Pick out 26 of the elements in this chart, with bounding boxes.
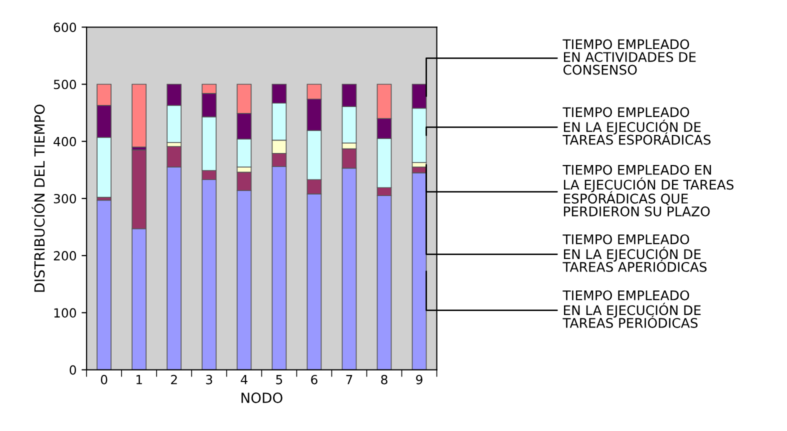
x-tick-label: 2 — [171, 374, 177, 384]
text: TIEMPO EMPLEADO EN LA EJECUCIÓN DE TAREAS APERIÓDICAS — [562, 234, 707, 272]
x-tick-label: 4 — [240, 375, 248, 384]
y-tick-label: 400 — [54, 136, 76, 146]
x-tick-label: 5 — [276, 375, 282, 384]
text: TIEMPO EMPLEADO EN LA EJECUCIÓN DE TAREAS ESPORÁDICAS — [562, 107, 711, 145]
y-tick-label: 100 — [54, 308, 76, 318]
x-tick-label: 7 — [346, 375, 352, 384]
y-axis-title: DISTRIBUCIÓN DEL TIEMPO — [32, 104, 45, 292]
x-tick-label: 1 — [136, 375, 142, 384]
bar — [132, 84, 147, 148]
text: TIEMPO EMPLEADO EN LA EJECUCIÓN DE TAREAS PERIÓDICAS — [562, 290, 701, 328]
y-tick-label: 600 — [54, 22, 76, 32]
y-tick-label: 300 — [54, 194, 76, 204]
x-tick-label: 0 — [100, 374, 108, 384]
y-tick-label: 500 — [54, 80, 76, 90]
text: TIEMPO EMPLEADO EN ACTIVIDADES DE CONSENSO — [562, 39, 696, 75]
x-tick-label: 8 — [381, 374, 388, 384]
text: TIEMPO EMPLEADO EN LA EJECUCIÓN DE TAREAS ESPORÁDICAS QUE PERDIERON SU PLAZO — [562, 164, 734, 216]
x-tick-label: 3 — [206, 374, 212, 384]
bar — [96, 200, 112, 370]
x-tick-label: 6 — [311, 374, 318, 384]
y-tick-label: 200 — [54, 251, 76, 261]
y-tick-label: 0 — [70, 365, 76, 375]
x-tick-label: 9 — [416, 374, 422, 384]
x-axis-title: NODO — [242, 392, 282, 404]
